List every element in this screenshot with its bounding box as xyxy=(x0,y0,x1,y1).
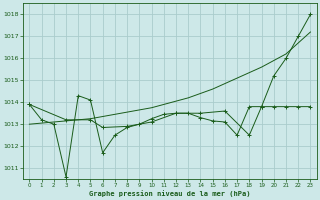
X-axis label: Graphe pression niveau de la mer (hPa): Graphe pression niveau de la mer (hPa) xyxy=(89,190,251,197)
